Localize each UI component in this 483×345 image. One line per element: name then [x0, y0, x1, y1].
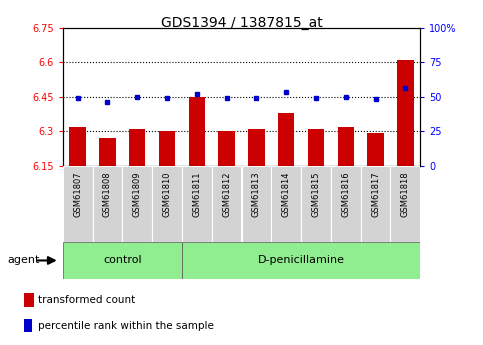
Text: GSM61808: GSM61808 [103, 172, 112, 217]
Text: GSM61816: GSM61816 [341, 172, 350, 217]
Text: GDS1394 / 1387815_at: GDS1394 / 1387815_at [161, 16, 322, 30]
Text: GSM61818: GSM61818 [401, 172, 410, 217]
Text: percentile rank within the sample: percentile rank within the sample [38, 321, 214, 331]
Text: GSM61810: GSM61810 [163, 172, 171, 217]
Bar [152, 166, 182, 242]
Bar [331, 166, 361, 242]
Bar [271, 166, 301, 242]
Bar [212, 166, 242, 242]
Bar [122, 166, 152, 242]
Bar [189, 97, 205, 166]
Bar [182, 241, 420, 279]
Text: control: control [103, 256, 142, 265]
Text: GSM61811: GSM61811 [192, 172, 201, 217]
Text: GSM61817: GSM61817 [371, 172, 380, 217]
Text: transformed count: transformed count [38, 295, 135, 305]
Bar [278, 113, 294, 166]
Text: GSM61809: GSM61809 [133, 172, 142, 217]
Bar [390, 166, 420, 242]
Bar [301, 166, 331, 242]
Bar [63, 241, 182, 279]
Bar [248, 129, 265, 166]
Bar [93, 166, 122, 242]
Bar [129, 129, 145, 166]
Text: GSM61814: GSM61814 [282, 172, 291, 217]
Text: GSM61813: GSM61813 [252, 172, 261, 217]
Bar [368, 134, 384, 166]
Text: D-penicillamine: D-penicillamine [257, 256, 344, 265]
Bar [63, 166, 93, 242]
Bar [308, 129, 324, 166]
Bar [397, 60, 413, 166]
Bar [182, 166, 212, 242]
Bar [242, 166, 271, 242]
Bar [70, 127, 86, 166]
Text: GSM61812: GSM61812 [222, 172, 231, 217]
Bar [99, 138, 115, 166]
Bar [338, 127, 354, 166]
Bar [218, 131, 235, 166]
Text: GSM61807: GSM61807 [73, 172, 82, 217]
Bar [361, 166, 390, 242]
Text: agent: agent [7, 256, 40, 265]
Bar [159, 131, 175, 166]
Bar [24, 293, 33, 307]
Text: GSM61815: GSM61815 [312, 172, 320, 217]
Bar [24, 319, 32, 332]
